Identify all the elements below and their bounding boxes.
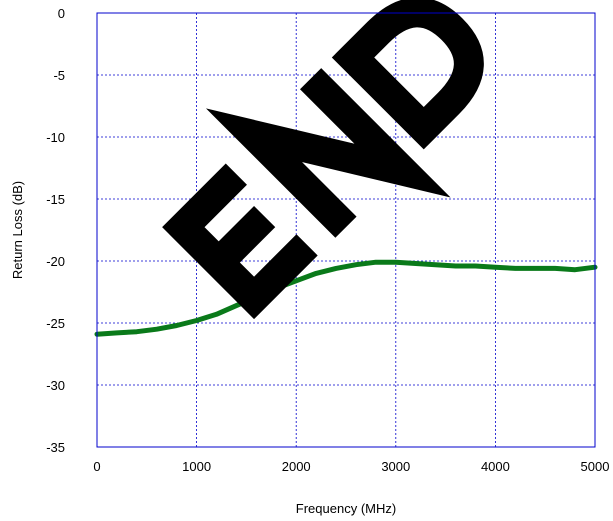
y-tick-label: -15 — [46, 192, 65, 207]
x-tick-label: 4000 — [481, 459, 510, 474]
x-tick-label: 1000 — [182, 459, 211, 474]
y-tick-label: -35 — [46, 440, 65, 455]
x-tick-label: 3000 — [381, 459, 410, 474]
watermark-letter-d — [331, 0, 484, 150]
x-axis-title: Frequency (MHz) — [296, 501, 396, 516]
y-tick-label: -20 — [46, 254, 65, 269]
watermark-letters — [162, 0, 484, 320]
series-group — [94, 259, 598, 337]
y-tick-labels: 0 -5 -10 -15 -20 -25 -30 -35 — [46, 6, 65, 455]
watermark-letter-e — [162, 163, 318, 320]
plot-frame — [96, 12, 596, 448]
y-tick-label: -5 — [53, 68, 65, 83]
end-watermark — [162, 0, 484, 320]
y-tick-label: -30 — [46, 378, 65, 393]
x-tick-labels: 0 1000 2000 3000 4000 5000 — [93, 459, 609, 474]
series-line — [94, 259, 598, 337]
y-tick-label: -25 — [46, 316, 65, 331]
x-tick-label: 5000 — [581, 459, 610, 474]
watermark-letter-n — [205, 68, 451, 238]
x-tick-label: 2000 — [282, 459, 311, 474]
y-axis-title: Return Loss (dB) — [10, 181, 25, 279]
x-tick-label: 0 — [93, 459, 100, 474]
y-tick-label: -10 — [46, 130, 65, 145]
y-tick-label: 0 — [58, 6, 65, 21]
